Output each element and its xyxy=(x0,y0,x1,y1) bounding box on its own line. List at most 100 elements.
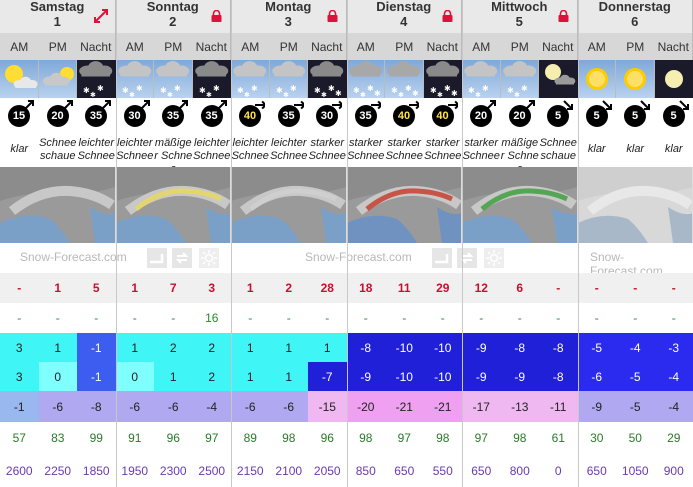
snow-map-day-1[interactable] xyxy=(0,167,116,243)
period-pm: PM xyxy=(164,39,183,54)
brand-text[interactable]: Snow-Forecast.com xyxy=(305,250,412,264)
period-nacht: Nacht xyxy=(77,33,116,60)
day-header-montag[interactable]: Montag 3 xyxy=(231,0,347,33)
snow-map-day-4[interactable] xyxy=(346,167,462,243)
wind-cell: 20 xyxy=(39,98,78,134)
freezing-level: 2500 xyxy=(198,463,226,478)
svg-text:✱: ✱ xyxy=(374,89,381,98)
snow-map-day-5[interactable] xyxy=(462,167,578,243)
svg-text:✱: ✱ xyxy=(451,89,458,98)
wind-speed: 35 xyxy=(200,105,223,127)
day-name: Dienstag xyxy=(376,0,432,14)
wind-speed: 35 xyxy=(277,105,300,127)
wind-arrow-icon xyxy=(409,100,419,110)
min-temp: -4 xyxy=(654,362,693,391)
day-number: 6 xyxy=(631,14,639,29)
svg-text:✱: ✱ xyxy=(430,86,437,95)
humidity: 98 xyxy=(513,431,527,445)
svg-text:✱: ✱ xyxy=(412,89,419,98)
wind-cell: 5 xyxy=(578,98,617,134)
snow-amount: - xyxy=(0,273,39,303)
day-header-samstag[interactable]: Samstag 1 xyxy=(0,0,116,33)
wind-arrow-icon xyxy=(255,100,265,110)
wind-arrow-icon xyxy=(370,100,381,110)
lock-icon[interactable] xyxy=(442,10,453,22)
humidity: 50 xyxy=(628,431,642,445)
wind-cell: 35 xyxy=(270,98,309,134)
humidity: 97 xyxy=(205,431,219,445)
snow-map-day-6[interactable] xyxy=(577,167,693,243)
svg-text:✱: ✱ xyxy=(391,86,398,95)
lock-icon[interactable] xyxy=(327,10,338,22)
day-header-sonntag[interactable]: Sonntag 2 xyxy=(115,0,231,33)
snow-map-day-3[interactable] xyxy=(231,167,347,243)
weather-summary: klar xyxy=(10,143,29,155)
humidity: 57 xyxy=(12,431,26,445)
period-pm: PM xyxy=(279,39,298,54)
freezing-level: 800 xyxy=(509,463,530,478)
day-number: 1 xyxy=(53,14,61,29)
freezing-level: 2100 xyxy=(275,463,303,478)
period-am: AM xyxy=(587,39,606,54)
humidity: 97 xyxy=(474,431,488,445)
wind-chill: -6 xyxy=(154,391,193,422)
svg-text:✱: ✱ xyxy=(314,86,321,95)
cloud-heavy-snow-night-icon: ✱ ✱ ✱ ✱ xyxy=(308,60,347,98)
snow-amount: 2 xyxy=(269,273,308,303)
humidity: 99 xyxy=(89,431,103,445)
min-temp: 0 xyxy=(115,362,154,391)
wind-chill: -20 xyxy=(346,391,385,422)
sun-settings-icon[interactable] xyxy=(199,248,219,268)
map-crop-icon[interactable] xyxy=(147,248,167,268)
humidity: 61 xyxy=(551,431,565,445)
max-temp: -9 xyxy=(462,333,501,362)
weather-summary: leichter Schnee xyxy=(270,137,308,162)
min-temp: 0 xyxy=(38,362,77,391)
cloud-snow-night-icon: ✱ ✱ ✱ xyxy=(192,60,231,98)
snow-amount: 29 xyxy=(423,273,462,303)
svg-text:✱: ✱ xyxy=(398,91,404,98)
freezing-level: 650 xyxy=(394,463,415,478)
snow-amount: 5 xyxy=(77,273,116,303)
refresh-icon[interactable] xyxy=(172,248,192,268)
day-header-mittwoch[interactable]: Mittwoch 5 xyxy=(462,0,578,33)
weather-summary: leichter Schnee xyxy=(77,137,115,162)
expand-arrows-icon[interactable] xyxy=(93,8,109,24)
refresh-icon[interactable] xyxy=(457,248,477,268)
map-crop-icon[interactable] xyxy=(432,248,452,268)
weather-summary: klar xyxy=(664,143,683,155)
snow-amount: - xyxy=(654,273,693,303)
wind-speed: 40 xyxy=(431,105,454,127)
wind-speed: 5 xyxy=(547,105,569,127)
day-header-dienstag[interactable]: Dienstag 4 xyxy=(346,0,462,33)
snow-amount: 11 xyxy=(385,273,424,303)
snow-map-day-2[interactable] xyxy=(115,167,231,243)
weather-summary: klar xyxy=(587,143,606,155)
day-header-row: Samstag 1 Sonntag 2 Montag 3 Dienstag 4 Mittwoch… xyxy=(0,0,693,33)
min-temp: -9 xyxy=(462,362,501,391)
sun-settings-icon[interactable] xyxy=(484,248,504,268)
period-nacht: Nacht xyxy=(193,33,231,60)
weather-summary: Schnee schaue xyxy=(539,137,577,162)
rain-amount: 16 xyxy=(205,311,219,325)
wind-cell: 30 xyxy=(116,98,155,134)
wind-chill: -1 xyxy=(0,391,39,422)
day-header-donnerstag[interactable]: Donnerstag 6 xyxy=(577,0,693,33)
freezing-level: 850 xyxy=(355,463,376,478)
rain-amount: - xyxy=(132,311,137,325)
svg-text:✱: ✱ xyxy=(206,91,212,98)
day-number: 2 xyxy=(169,14,177,29)
max-temp: 1 xyxy=(308,333,347,362)
day-separator xyxy=(115,0,117,487)
rain-amount: - xyxy=(248,311,253,325)
snow-amount: 1 xyxy=(115,273,154,303)
cloud-snow-icon: ✱ ✱ ✱ xyxy=(462,60,501,98)
lock-icon[interactable] xyxy=(211,10,222,22)
brand-text[interactable]: Snow-Forecast.com xyxy=(20,250,127,264)
svg-text:✱: ✱ xyxy=(244,91,250,98)
cloud-snow-night-icon: ✱ ✱ ✱ xyxy=(77,60,116,98)
weather-summary: starker Schnee xyxy=(308,137,346,162)
lock-icon[interactable] xyxy=(558,10,569,22)
svg-text:✱: ✱ xyxy=(437,91,443,98)
moon-night-icon xyxy=(654,60,693,98)
